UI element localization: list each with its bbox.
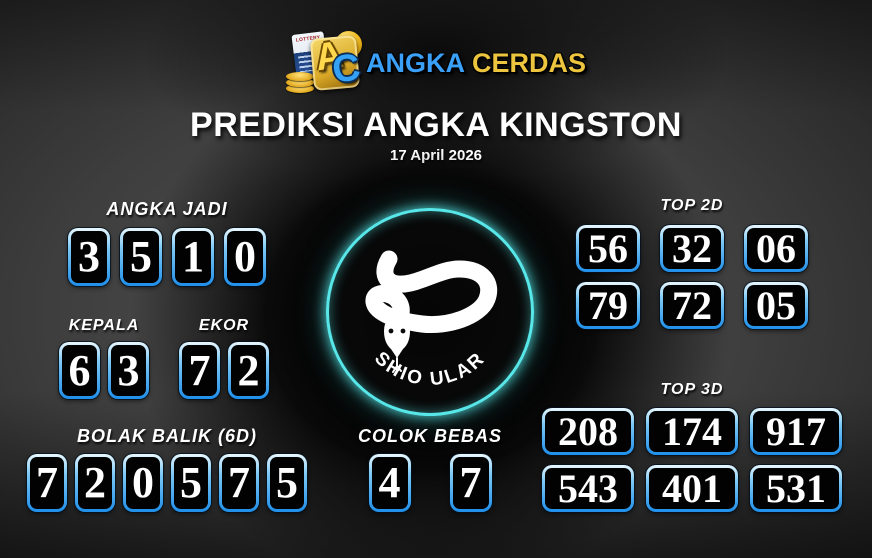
section-colok-bebas: COLOK BEBAS 4 7 — [343, 426, 517, 512]
shio-circle: SHIO ULAR — [326, 208, 534, 416]
section-angka-jadi: ANGKA JADI 3 5 1 0 — [55, 199, 279, 286]
angka-jadi-tiles: 3 5 1 0 — [55, 228, 279, 286]
number-tile: 543 — [542, 465, 634, 512]
digit-tile: 5 — [267, 454, 307, 512]
section-top-3d: TOP 3D 208 174 917 543 401 531 — [534, 381, 850, 512]
kepala-tiles: 6 3 — [56, 342, 152, 399]
number-tile: 174 — [646, 408, 738, 455]
top-2d-label: TOP 2D — [660, 197, 724, 214]
section-kepala: KEPALA 6 3 — [56, 317, 152, 399]
digit-tile: 4 — [368, 454, 411, 512]
brand-name-second: CERDAS — [471, 47, 586, 78]
gold-coins-icon — [285, 71, 316, 93]
digit-tile: 0 — [123, 454, 163, 512]
digit-tile: 3 — [108, 342, 149, 399]
snake-icon: SHIO ULAR — [365, 250, 498, 391]
colok-bebas-label: COLOK BEBAS — [357, 426, 502, 446]
section-bolak-balik: BOLAK BALIK (6D) 7 2 0 5 7 5 — [21, 426, 313, 512]
brand-name: ANGKA CERDAS — [365, 47, 586, 78]
number-tile: 72 — [660, 282, 724, 329]
number-tile: 79 — [576, 282, 640, 329]
number-tile: 917 — [750, 408, 842, 455]
number-tile: 208 — [542, 408, 634, 455]
top-3d-label: TOP 3D — [660, 381, 724, 398]
digit-tile: 0 — [224, 228, 266, 286]
number-tile: 56 — [576, 225, 640, 272]
digit-tile: 2 — [75, 454, 115, 512]
kepala-label: KEPALA — [68, 317, 140, 334]
bolak-balik-label: BOLAK BALIK (6D) — [77, 426, 257, 446]
number-tile: 05 — [744, 282, 808, 329]
digit-tile: 5 — [171, 454, 211, 512]
digit-tile: 7 — [449, 454, 492, 512]
shio-label: SHIO ULAR — [370, 348, 490, 391]
monogram-badge: A C — [309, 34, 363, 92]
digit-tile: 2 — [228, 342, 269, 399]
bolak-balik-tiles: 7 2 0 5 7 5 — [21, 454, 313, 512]
digit-tile: 3 — [68, 228, 110, 286]
top-2d-tiles: 56 32 06 79 72 05 — [568, 225, 816, 329]
digit-tile: 7 — [27, 454, 67, 512]
number-tile: 06 — [744, 225, 808, 272]
page-title: PREDIKSI ANGKA KINGSTON — [190, 106, 682, 144]
brand-name-first: ANGKA — [365, 47, 465, 78]
angka-jadi-label: ANGKA JADI — [106, 199, 228, 219]
number-tile: 531 — [750, 465, 842, 512]
brand-logo-icon: LOTTERY 3 A C — [285, 31, 372, 95]
section-top-2d: TOP 2D 56 32 06 79 72 05 — [568, 197, 816, 329]
digit-tile: 7 — [179, 342, 220, 399]
ekor-label: EKOR — [198, 317, 250, 334]
ekor-tiles: 7 2 — [176, 342, 272, 399]
number-tile: 401 — [646, 465, 738, 512]
section-ekor: EKOR 7 2 — [176, 317, 272, 399]
digit-tile: 5 — [120, 228, 162, 286]
top-3d-tiles: 208 174 917 543 401 531 — [534, 408, 850, 512]
digit-tile: 1 — [172, 228, 214, 286]
digit-tile: 7 — [219, 454, 259, 512]
number-tile: 32 — [660, 225, 724, 272]
digit-tile: 6 — [59, 342, 100, 399]
colok-bebas-tiles: 4 7 — [343, 454, 517, 512]
